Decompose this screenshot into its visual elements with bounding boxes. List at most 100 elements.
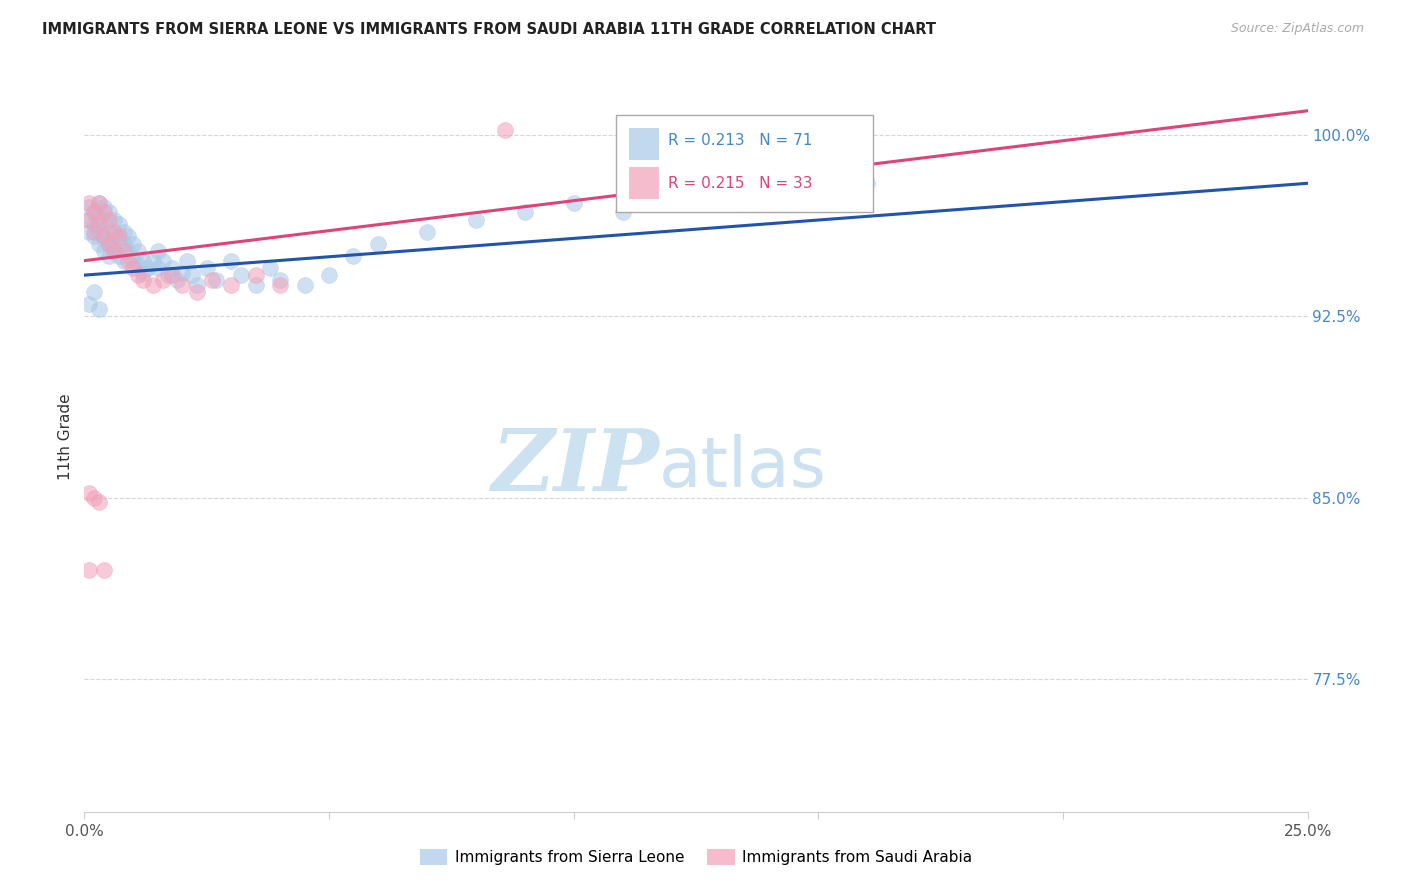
Point [103,244,125,258]
Point [112,253,135,268]
Y-axis label: 11th Grade: 11th Grade [58,393,73,481]
Point [117,229,139,244]
Point [87,195,110,210]
Point [93,244,115,258]
Point [117,244,139,258]
Point [219,253,242,268]
FancyBboxPatch shape [628,168,659,199]
Point [87,218,110,232]
Point [156,268,179,282]
Point [162,260,184,275]
Point [172,277,194,292]
Point [162,268,184,282]
Point [77,201,100,215]
FancyBboxPatch shape [628,128,659,160]
Point [122,236,145,251]
Point [87,225,110,239]
Point [87,301,110,316]
Point [93,201,115,215]
Point [758,181,780,195]
Point [97,212,120,227]
Point [172,266,194,280]
Point [176,253,198,268]
Point [127,259,149,273]
Point [269,273,291,287]
Point [464,212,486,227]
Point [342,249,364,263]
Point [112,236,135,251]
Point [93,205,115,219]
Text: Source: ZipAtlas.com: Source: ZipAtlas.com [1230,22,1364,36]
Point [77,297,100,311]
Point [146,260,169,275]
FancyBboxPatch shape [616,115,873,212]
Point [136,260,159,275]
Point [83,205,105,219]
Point [494,123,516,137]
Point [83,491,105,505]
Point [562,195,585,210]
Point [127,244,149,258]
Point [127,268,149,282]
Point [416,225,439,239]
Point [146,244,169,258]
Point [77,225,100,239]
Point [97,225,120,239]
Point [181,268,204,282]
Point [83,225,105,239]
Point [83,218,105,232]
Point [152,273,174,287]
Text: R = 0.215   N = 33: R = 0.215 N = 33 [668,176,813,191]
Point [219,277,242,292]
Point [77,195,100,210]
Point [205,273,228,287]
Point [103,244,125,258]
Point [77,212,100,227]
Point [367,236,389,251]
Text: ZIP: ZIP [492,425,659,508]
Point [709,188,731,202]
Point [132,253,155,268]
Point [132,266,155,280]
Point [122,253,145,268]
Point [97,249,120,263]
Point [77,212,100,227]
Point [318,268,340,282]
Point [152,253,174,268]
Point [122,260,145,275]
Point [259,260,281,275]
Point [245,277,267,292]
Point [107,218,129,232]
Point [132,273,155,287]
Point [200,273,222,287]
Point [107,249,129,263]
Point [807,188,830,202]
Point [612,205,634,219]
Point [97,236,120,251]
Point [229,268,252,282]
Point [186,277,208,292]
Text: atlas: atlas [659,434,827,500]
Point [661,195,683,210]
Point [77,485,100,500]
Point [107,232,129,246]
Point [93,563,115,577]
Point [87,495,110,509]
Point [856,176,879,190]
Point [93,218,115,232]
Point [294,277,316,292]
Point [87,210,110,224]
Point [77,563,100,577]
Point [269,277,291,292]
Point [112,244,135,258]
Point [107,229,129,244]
Point [97,236,120,251]
Text: R = 0.213   N = 71: R = 0.213 N = 71 [668,133,813,148]
Point [93,229,115,244]
Point [103,225,125,239]
Point [83,205,105,219]
Point [93,232,115,246]
Point [103,229,125,244]
Point [245,268,267,282]
Point [186,285,208,299]
